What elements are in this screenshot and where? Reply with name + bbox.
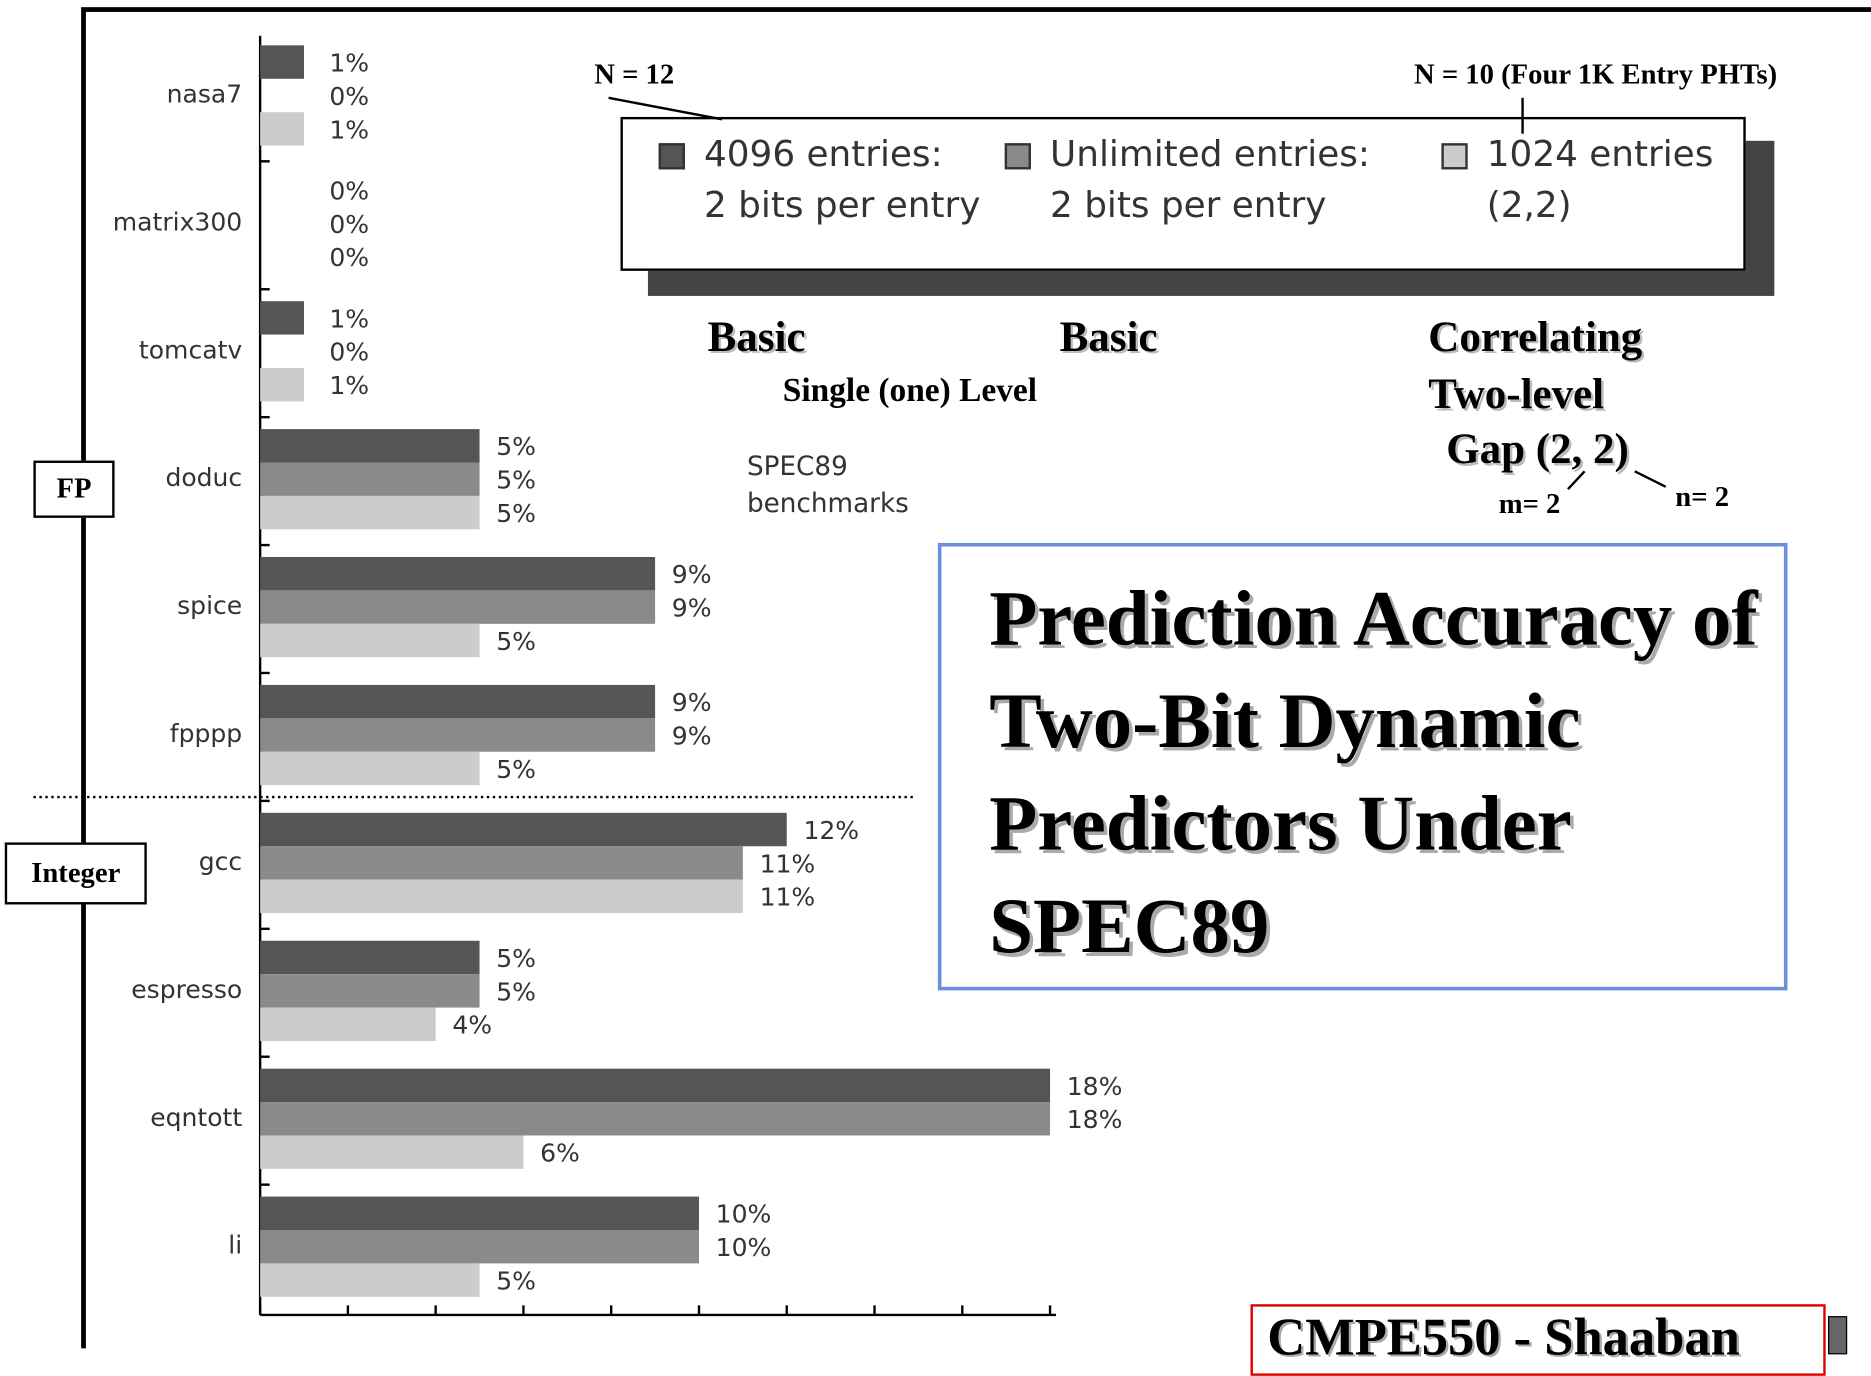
value-label: 5% [496, 432, 536, 461]
frame [81, 7, 1871, 1349]
value-label: 11% [760, 849, 816, 878]
bar [260, 462, 480, 496]
bar [260, 879, 743, 914]
bar [260, 112, 305, 146]
value-label: 4% [452, 1011, 492, 1040]
fp-label: FP [33, 460, 115, 518]
bar [260, 557, 656, 591]
bar [260, 429, 480, 463]
value-label: 0% [329, 176, 369, 205]
value-label: 5% [496, 466, 536, 495]
y-tick-label: nasa7 [167, 79, 243, 108]
annotation: SPEC89 benchmarks [746, 452, 909, 520]
value-label: 11% [760, 883, 816, 912]
bar [260, 974, 480, 1008]
bar [260, 367, 305, 402]
bar [260, 1263, 480, 1297]
legend: 4096 entries: 2 bits per entry Unlimited … [620, 116, 1746, 271]
chart-title: Prediction Accuracy of Two-Bit Dynamic P… [937, 542, 1788, 991]
annotation: Basic [1059, 312, 1158, 361]
annotation: Gap (2, 2) [1446, 424, 1629, 473]
bar [260, 1135, 524, 1169]
y-tick-label: espresso [131, 975, 242, 1004]
annotation: Correlating Two-level [1428, 312, 1643, 418]
slide: nasa7 1% 0% 1% matrix300 0% 0% 0% tomcatv 1% 0% 1% d… [4, 7, 1871, 1376]
bar [260, 45, 305, 79]
bar [260, 1102, 1051, 1136]
value-label: 5% [496, 1266, 536, 1295]
y-tick-label: doduc [165, 463, 242, 492]
y-tick-label: spice [177, 591, 242, 620]
value-label: 0% [329, 338, 369, 367]
legend-label: Unlimited entries: 2 bits per entry [1050, 133, 1370, 227]
legend-label: 1024 entries (2,2) [1486, 133, 1714, 227]
y-tick-label: li [228, 1231, 242, 1260]
value-label: 1% [329, 304, 369, 333]
legend-swatch [1441, 143, 1468, 170]
annotation: N = 10 (Four 1K Entry PHTs) [1413, 59, 1778, 91]
y-tick-label: fpppp [170, 719, 242, 748]
bar [260, 301, 305, 335]
bar [260, 718, 656, 752]
legend-swatch [658, 143, 685, 170]
value-label: 0% [329, 210, 369, 239]
value-label: 10% [716, 1200, 772, 1229]
bar [260, 846, 743, 880]
bar [260, 1196, 699, 1230]
value-label: 1% [329, 48, 369, 77]
y-tick-label: matrix300 [113, 207, 242, 236]
value-label: 9% [672, 721, 712, 750]
value-label: 5% [496, 755, 536, 784]
y-tick-label: eqntott [150, 1103, 242, 1132]
bar [260, 495, 480, 530]
value-label: 1% [329, 115, 369, 144]
bar [260, 684, 656, 719]
chart: nasa7 1% 0% 1% matrix300 0% 0% 0% tomcatv 1% 0% 1% d… [33, 7, 1871, 1349]
footer: CMPE550 - Shaaban [1250, 1304, 1826, 1376]
bar [260, 1068, 1051, 1103]
bar [260, 812, 787, 847]
value-label: 5% [496, 944, 536, 973]
value-label: 0% [329, 243, 369, 272]
annotation: Basic [707, 312, 806, 361]
value-label: 5% [496, 977, 536, 1006]
value-label: 12% [803, 816, 859, 845]
value-label: 18% [1067, 1072, 1123, 1101]
value-label: 1% [329, 371, 369, 400]
value-label: 9% [672, 560, 712, 589]
bar [260, 1229, 699, 1264]
value-label: 5% [496, 499, 536, 528]
y-tick-label: tomcatv [139, 335, 242, 364]
value-label: 10% [716, 1233, 772, 1262]
annotation: Single (one) Level [782, 372, 1038, 410]
bar [260, 590, 656, 624]
bar [260, 940, 480, 975]
legend-swatch [1004, 143, 1031, 170]
footer-shadow [1828, 1316, 1848, 1355]
value-label: 6% [540, 1139, 580, 1168]
integer-label: Integer [4, 842, 147, 905]
bar [260, 623, 480, 658]
annotation: m= 2 [1498, 489, 1561, 521]
value-label: 0% [329, 82, 369, 111]
y-tick-label: gcc [199, 847, 242, 876]
bar [260, 751, 480, 786]
value-label: 9% [672, 594, 712, 623]
value-label: 9% [672, 688, 712, 717]
annotation: n= 2 [1675, 482, 1730, 514]
value-label: 5% [496, 627, 536, 656]
value-label: 18% [1067, 1105, 1123, 1134]
legend-label: 4096 entries: 2 bits per entry [704, 133, 981, 227]
bar [260, 1007, 436, 1041]
annotation: N = 12 [594, 59, 675, 91]
